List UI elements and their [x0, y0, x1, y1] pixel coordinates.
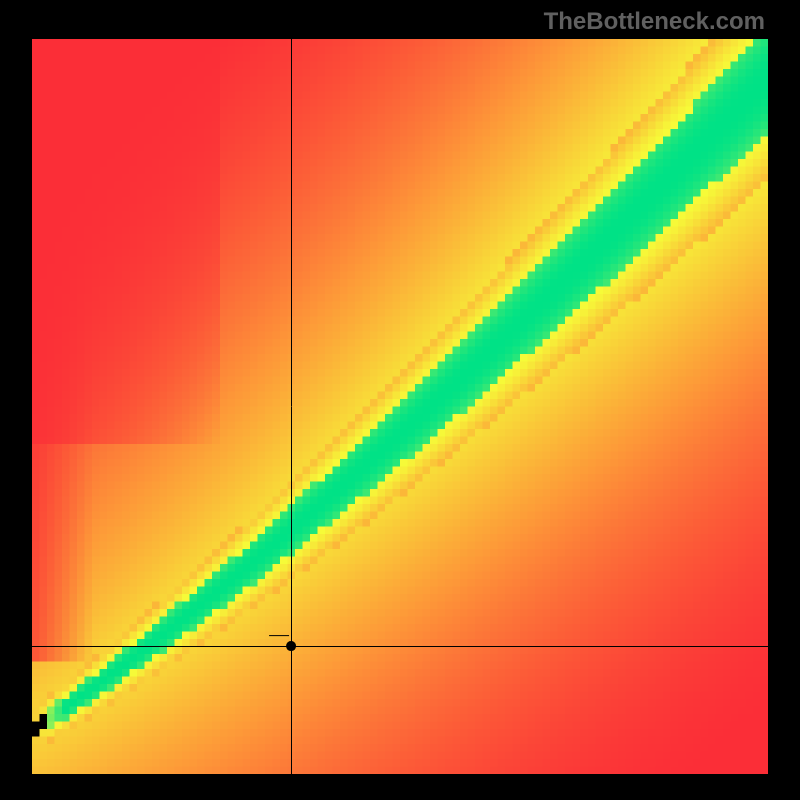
watermark-text: TheBottleneck.com: [544, 8, 765, 36]
crosshair-overlay: [32, 39, 768, 774]
chart-container: TheBottleneck.com: [0, 0, 800, 800]
heatmap-plot: [32, 39, 768, 774]
